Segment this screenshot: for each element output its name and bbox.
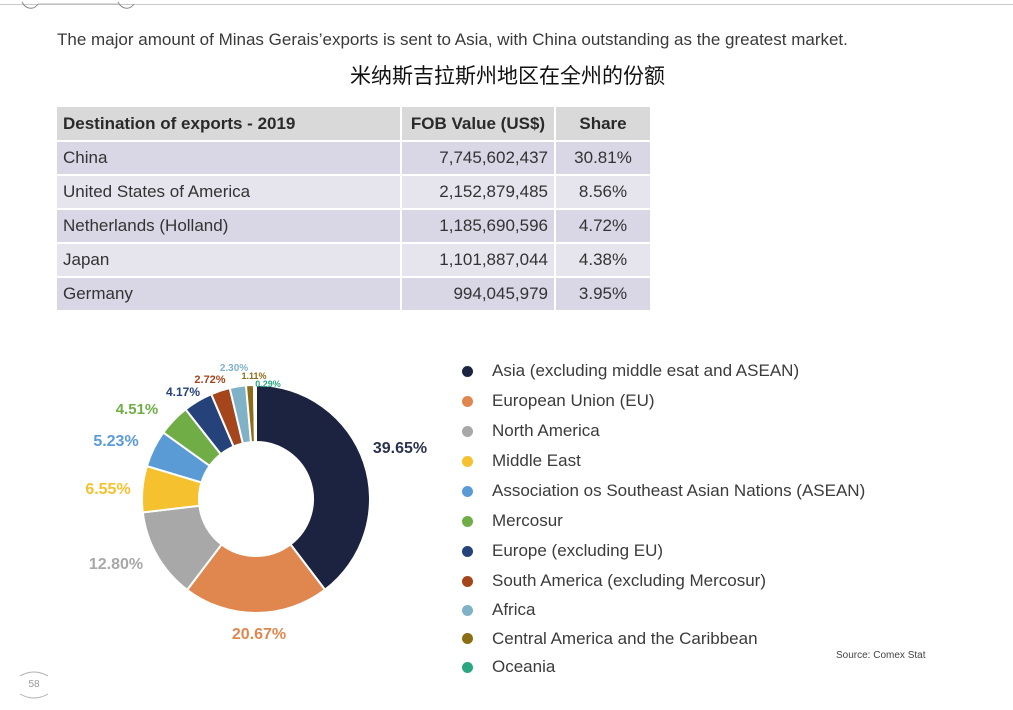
ornament-icon — [18, 0, 138, 14]
legend-item: North America — [462, 416, 865, 446]
donut-chart: 39.65% 20.67% 12.80% 6.55% 5.23% 4.51% 4.17%2.… — [0, 330, 450, 660]
fob-value-cell: 994,045,979 — [401, 277, 555, 311]
legend-swatch — [462, 576, 473, 587]
share-cell: 4.38% — [555, 243, 651, 277]
legend-label: Middle East — [492, 451, 581, 471]
slice-data-label: 0.29% — [255, 379, 281, 389]
table-row: Netherlands (Holland) 1,185,690,596 4.72… — [57, 209, 651, 243]
legend-item: Middle East — [462, 446, 865, 476]
legend-label: Europe (excluding EU) — [492, 541, 663, 561]
column-header-share: Share — [555, 107, 651, 141]
table-row: Japan 1,101,887,044 4.38% — [57, 243, 651, 277]
slice-data-label: 2.72% — [194, 374, 225, 386]
legend-swatch — [462, 633, 473, 644]
legend-label: South America (excluding Mercosur) — [492, 571, 766, 591]
legend-swatch — [462, 426, 473, 437]
table-row: China 7,745,602,437 30.81% — [57, 141, 651, 175]
legend-swatch — [462, 546, 473, 557]
chart-legend: Asia (excluding middle esat and ASEAN) E… — [462, 356, 865, 681]
donut-slice — [254, 385, 256, 442]
legend-item: European Union (EU) — [462, 386, 865, 416]
share-cell: 30.81% — [555, 141, 651, 175]
slice-data-label: 4.51% — [116, 401, 159, 418]
slice-data-label: 12.80% — [89, 556, 143, 573]
legend-item: Africa — [462, 596, 865, 624]
legend-swatch — [462, 662, 473, 673]
share-cell: 8.56% — [555, 175, 651, 209]
subtitle: 米纳斯吉拉斯州地区在全州的份额 — [350, 60, 665, 90]
page-number-label: 58 — [14, 679, 54, 690]
headline: The major amount of Minas Gerais’exports… — [57, 30, 848, 50]
legend-swatch — [462, 486, 473, 497]
table-row: Germany 994,045,979 3.95% — [57, 277, 651, 311]
legend-label: Asia (excluding middle esat and ASEAN) — [492, 361, 799, 381]
destination-cell: Germany — [57, 277, 401, 311]
fob-value-cell: 1,101,887,044 — [401, 243, 555, 277]
legend-label: Association os Southeast Asian Nations (… — [492, 481, 865, 501]
destination-cell: United States of America — [57, 175, 401, 209]
column-header-fob-value: FOB Value (US$) — [401, 107, 555, 141]
page-number: 58 — [14, 670, 54, 700]
destination-cell: Netherlands (Holland) — [57, 209, 401, 243]
legend-item: South America (excluding Mercosur) — [462, 566, 865, 596]
legend-swatch — [462, 366, 473, 377]
legend-item: Oceania — [462, 653, 865, 681]
fob-value-cell: 1,185,690,596 — [401, 209, 555, 243]
source-note: Source: Comex Stat — [836, 650, 925, 661]
destination-cell: Japan — [57, 243, 401, 277]
column-header-destination: Destination of exports - 2019 — [57, 107, 401, 141]
slice-data-label: 39.65% — [373, 440, 427, 457]
slice-data-label: 4.17% — [166, 385, 200, 399]
legend-label: North America — [492, 421, 600, 441]
exports-table: Destination of exports - 2019 FOB Value … — [57, 107, 652, 312]
slice-data-label: 6.55% — [85, 481, 130, 498]
share-cell: 4.72% — [555, 209, 651, 243]
legend-label: Central America and the Caribbean — [492, 629, 758, 649]
fob-value-cell: 7,745,602,437 — [401, 141, 555, 175]
legend-item: Mercosur — [462, 506, 865, 536]
legend-swatch — [462, 516, 473, 527]
legend-item: Europe (excluding EU) — [462, 536, 865, 566]
table-row: United States of America 2,152,879,485 8… — [57, 175, 651, 209]
legend-swatch — [462, 605, 473, 616]
legend-label: Oceania — [492, 657, 555, 677]
table-header-row: Destination of exports - 2019 FOB Value … — [57, 107, 651, 141]
slice-data-label: 5.23% — [93, 433, 138, 450]
legend-label: European Union (EU) — [492, 391, 655, 411]
legend-item: Association os Southeast Asian Nations (… — [462, 476, 865, 506]
legend-swatch — [462, 456, 473, 467]
slice-data-label: 20.67% — [232, 626, 286, 643]
fob-value-cell: 2,152,879,485 — [401, 175, 555, 209]
legend-item: Central America and the Caribbean — [462, 624, 865, 653]
legend-swatch — [462, 396, 473, 407]
top-rule — [0, 4, 1013, 5]
share-cell: 3.95% — [555, 277, 651, 311]
legend-item: Asia (excluding middle esat and ASEAN) — [462, 356, 865, 386]
legend-label: Africa — [492, 600, 535, 620]
destination-cell: China — [57, 141, 401, 175]
legend-label: Mercosur — [492, 511, 563, 531]
